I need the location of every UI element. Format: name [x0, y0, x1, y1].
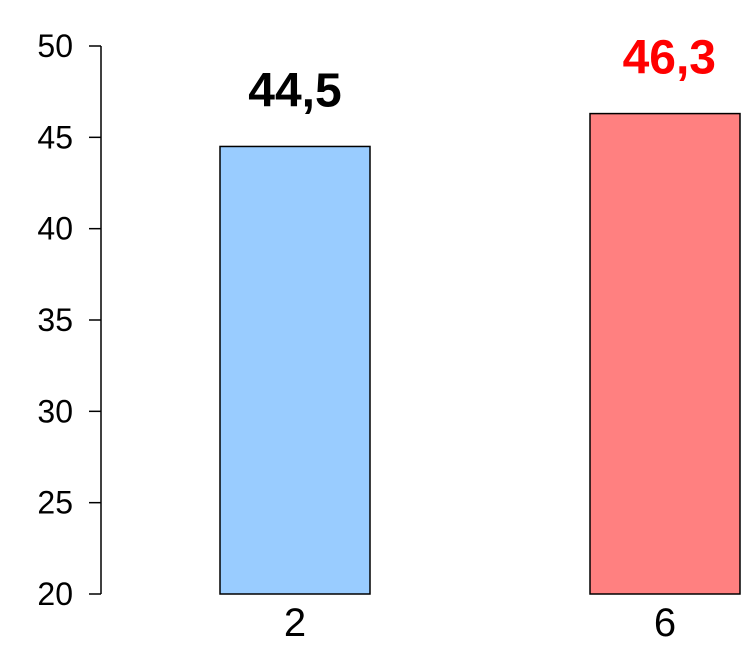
x-category-label: 6 — [654, 601, 676, 645]
bar-2 — [219, 145, 371, 595]
bars — [219, 112, 741, 595]
data-label: 46,3 — [623, 32, 716, 85]
bar-6 — [589, 112, 741, 595]
y-axis: 20 25 30 35 40 45 50 — [37, 28, 102, 612]
x-category-label: 2 — [284, 601, 306, 645]
y-tick-label: 45 — [37, 119, 73, 155]
y-tick-label: 20 — [37, 576, 73, 612]
data-label: 44,5 — [248, 64, 341, 117]
y-tick-label: 40 — [37, 211, 73, 247]
labels: 2 44,5 6 46,3 — [248, 32, 716, 645]
y-tick-label: 30 — [37, 393, 73, 429]
y-tick-label: 25 — [37, 485, 73, 521]
y-tick-label: 50 — [37, 28, 73, 64]
y-tick-label: 35 — [37, 302, 73, 338]
